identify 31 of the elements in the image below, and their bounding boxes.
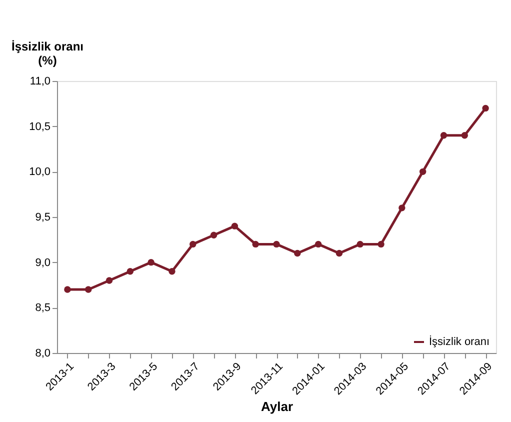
point: [378, 240, 384, 248]
point: [148, 258, 154, 266]
y-tick-label: 9,0: [35, 256, 50, 269]
point: [126, 268, 134, 275]
point: [231, 222, 238, 230]
y-axis-title: İşsizlik oranı (%): [11, 40, 84, 68]
y-tick-label: 9,5: [35, 212, 50, 224]
y-tick-label: 10,5: [29, 120, 50, 133]
point: [106, 277, 113, 284]
point: [168, 268, 176, 275]
point: [440, 132, 448, 139]
point: [294, 250, 301, 257]
point: [64, 286, 71, 293]
point: [314, 240, 322, 248]
point: [482, 104, 489, 112]
point: [273, 240, 280, 248]
point: [336, 250, 343, 257]
point: [210, 232, 218, 238]
legend-label: İşsizlik oranı: [429, 335, 490, 348]
point: [398, 204, 406, 212]
point: [252, 240, 259, 248]
point: [356, 240, 364, 248]
y-tick-label: 8,0: [35, 348, 50, 360]
point: [419, 168, 426, 176]
y-tick-label: 10,0: [29, 166, 50, 178]
point: [461, 132, 468, 139]
y-tick-label: 8,5: [35, 302, 50, 314]
x-axis-title: Aylar: [260, 398, 294, 414]
point: [190, 240, 196, 248]
point: [85, 286, 92, 293]
y-tick-label: 11,0: [30, 76, 50, 88]
